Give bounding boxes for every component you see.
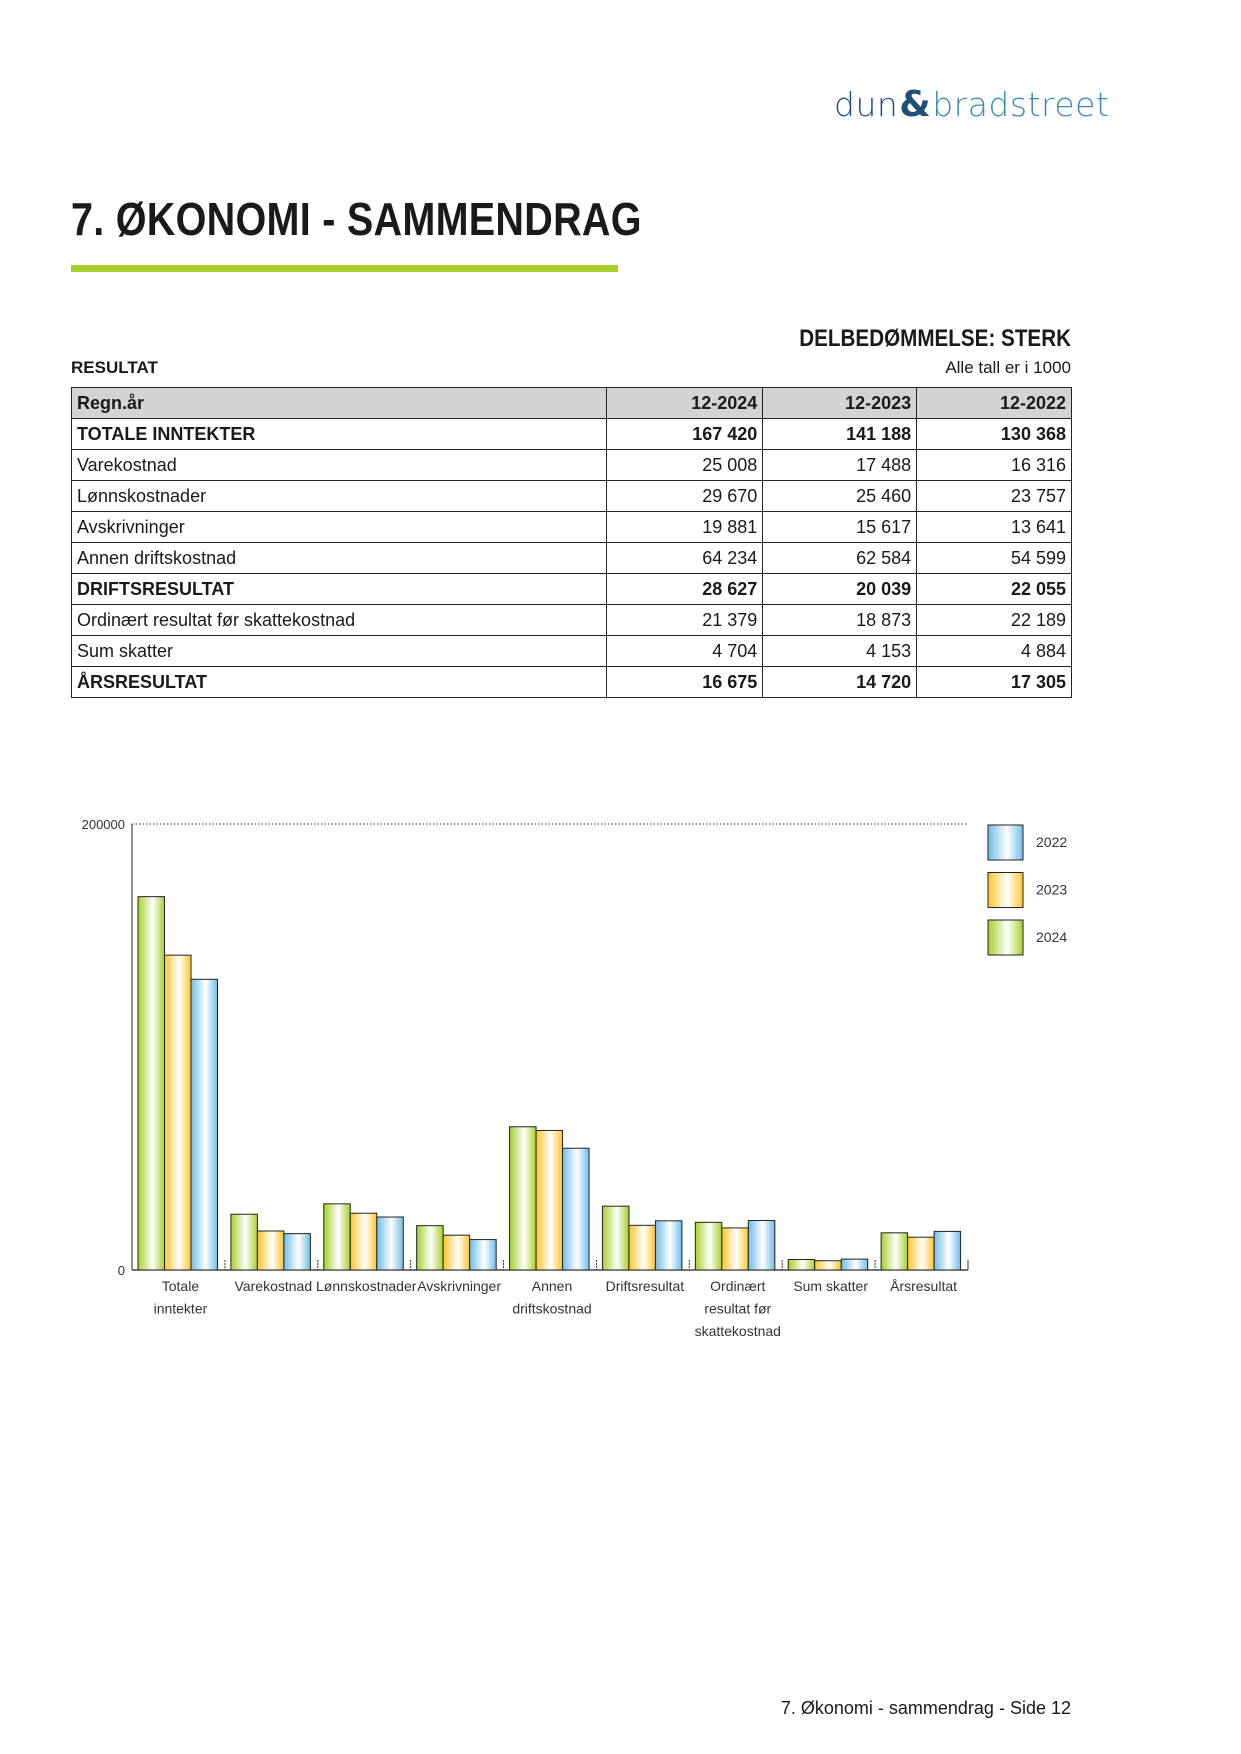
table-row: Varekostnad 25 008 17 488 16 316 xyxy=(70,449,1072,481)
category-label: Sum skatter xyxy=(793,1278,868,1294)
legend-label: 2023 xyxy=(1036,882,1067,898)
row-value: 4 884 xyxy=(916,635,1072,667)
bar-2024 xyxy=(509,1126,537,1271)
table-row: Lønnskostnader 29 670 25 460 23 757 xyxy=(70,480,1072,512)
bar-2023 xyxy=(814,1260,842,1271)
bar-2022 xyxy=(376,1216,404,1271)
bar-2022 xyxy=(469,1239,497,1271)
row-value: 54 599 xyxy=(916,542,1072,574)
row-value: 14 720 xyxy=(762,666,918,698)
bar-2023 xyxy=(628,1224,656,1271)
header-cell: Regn.år xyxy=(70,387,608,419)
logo-text-dun: dun xyxy=(834,85,899,124)
logo-text-bradstreet: bradstreet xyxy=(932,85,1110,124)
table-header-row: Regn.år 12-2024 12-2023 12-2022 xyxy=(70,387,1072,419)
page-title: 7. ØKONOMI - SAMMENDRAG xyxy=(71,193,642,245)
header-cell: 12-2024 xyxy=(606,387,764,419)
row-label: Varekostnad xyxy=(70,449,608,481)
dun-bradstreet-logo: dun&bradstreet xyxy=(834,84,1109,125)
row-value: 4 704 xyxy=(606,635,764,667)
unit-note: Alle tall er i 1000 xyxy=(945,358,1071,377)
bar-2022 xyxy=(933,1230,962,1271)
row-value: 28 627 xyxy=(606,573,764,605)
bar-2023 xyxy=(164,954,192,1271)
row-value: 4 153 xyxy=(762,635,918,667)
category-label: Årsresultat xyxy=(890,1278,957,1294)
row-value: 17 305 xyxy=(916,666,1072,698)
logo-ampersand: & xyxy=(899,84,932,125)
bar-2024 xyxy=(787,1259,816,1271)
row-value: 16 675 xyxy=(606,666,764,698)
bar-2023 xyxy=(907,1236,935,1271)
row-value: 167 420 xyxy=(606,418,764,450)
bar-2024 xyxy=(230,1213,258,1271)
row-value: 141 188 xyxy=(762,418,918,450)
row-value: 130 368 xyxy=(916,418,1072,450)
row-label: TOTALE INNTEKTER xyxy=(70,418,608,450)
row-value: 25 460 xyxy=(762,480,918,512)
legend-swatch-2023 xyxy=(987,872,1024,908)
row-value: 64 234 xyxy=(606,542,764,574)
bar-2022 xyxy=(840,1258,869,1271)
bar-2022 xyxy=(190,978,218,1271)
category-label: skattekostnad xyxy=(695,1323,781,1339)
row-value: 15 617 xyxy=(762,511,918,543)
row-value: 22 189 xyxy=(916,604,1072,636)
row-value: 17 488 xyxy=(762,449,918,481)
title-underline xyxy=(71,265,618,272)
bar-2022 xyxy=(283,1233,311,1271)
bar-2024 xyxy=(323,1203,351,1271)
category-label: Ordinært xyxy=(710,1278,765,1294)
row-value: 19 881 xyxy=(606,511,764,543)
table-row: ÅRSRESULTAT 16 675 14 720 17 305 xyxy=(70,666,1072,698)
header-cell: 12-2023 xyxy=(762,387,918,419)
category-label: Varekostnad xyxy=(235,1278,313,1294)
category-label: resultat før xyxy=(704,1301,771,1317)
bar-2023 xyxy=(349,1212,378,1271)
table-row: TOTALE INNTEKTER 167 420 141 188 130 368 xyxy=(70,418,1072,450)
row-label: Avskrivninger xyxy=(70,511,608,543)
category-label: driftskostnad xyxy=(512,1301,591,1317)
category-label: Lønnskostnader xyxy=(316,1278,417,1294)
page-footer: 7. Økonomi - sammendrag - Side 12 xyxy=(780,1698,1071,1718)
bar-2024 xyxy=(137,896,165,1271)
row-label: ÅRSRESULTAT xyxy=(70,666,608,698)
bar-2023 xyxy=(721,1227,749,1271)
category-label: inntekter xyxy=(154,1301,208,1317)
bar-2022 xyxy=(747,1220,776,1271)
row-value: 13 641 xyxy=(916,511,1072,543)
result-table: Regn.år 12-2024 12-2023 12-2022 TOTALE I… xyxy=(70,387,1072,698)
legend-swatch-2024 xyxy=(987,919,1024,956)
row-value: 23 757 xyxy=(916,480,1072,512)
row-value: 22 055 xyxy=(916,573,1072,605)
y-tick-label: 200000 xyxy=(82,817,125,832)
category-label: Avskrivninger xyxy=(417,1278,501,1294)
table-row: Avskrivninger 19 881 15 617 13 641 xyxy=(70,511,1072,543)
category-label: Annen xyxy=(532,1278,572,1294)
table-row: Annen driftskostnad 64 234 62 584 54 599 xyxy=(70,542,1072,574)
bar-2023 xyxy=(256,1230,285,1271)
row-value: 25 008 xyxy=(606,449,764,481)
y-tick-label: 0 xyxy=(118,1263,125,1278)
legend-label: 2022 xyxy=(1036,834,1067,850)
bar-2024 xyxy=(416,1225,444,1271)
bar-2024 xyxy=(601,1205,630,1271)
bar-2023 xyxy=(442,1234,471,1271)
bar-2023 xyxy=(535,1129,564,1271)
row-label: Lønnskostnader xyxy=(70,480,608,512)
category-label: Totale xyxy=(162,1278,200,1294)
category-label: Driftsresultat xyxy=(606,1278,685,1294)
section-title: RESULTAT xyxy=(71,358,158,377)
legend-label: 2024 xyxy=(1036,929,1067,945)
bar-2024 xyxy=(694,1221,723,1271)
legend-swatch-2022 xyxy=(987,824,1024,861)
bar-2022 xyxy=(562,1147,590,1271)
rating-label: DELBEDØMMELSE: STERK xyxy=(799,325,1071,352)
row-value: 18 873 xyxy=(762,604,918,636)
bar-2022 xyxy=(654,1220,683,1271)
bar-2024 xyxy=(880,1232,909,1271)
